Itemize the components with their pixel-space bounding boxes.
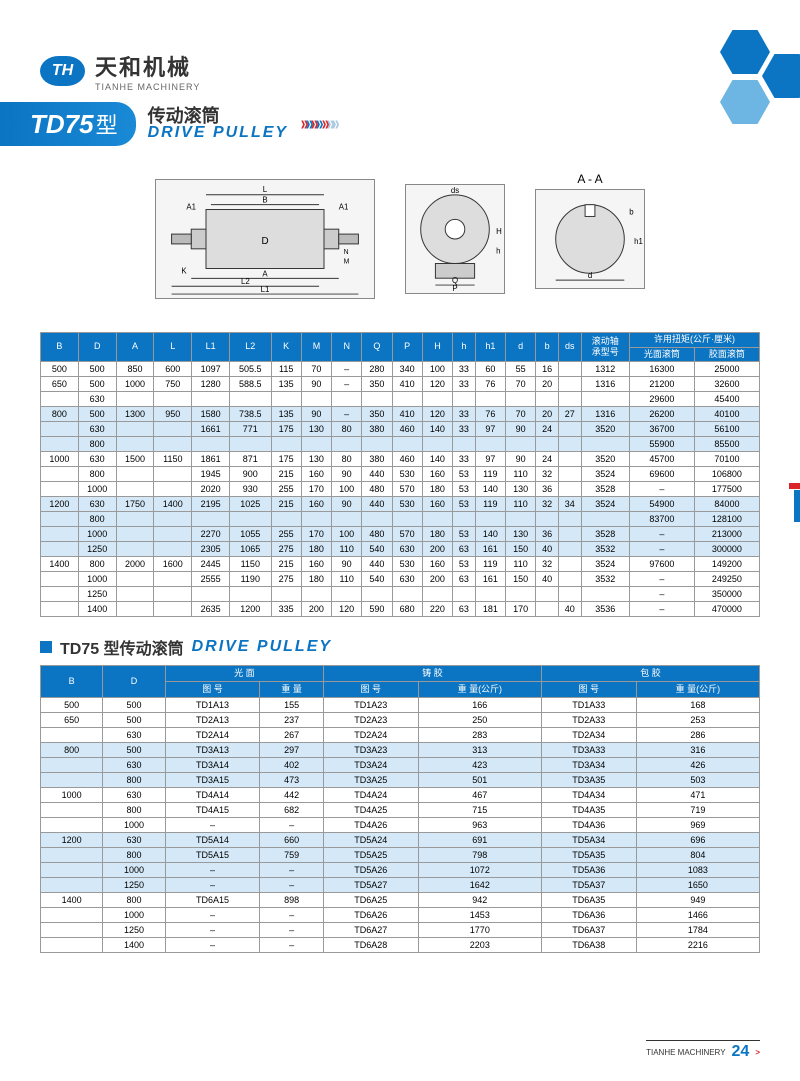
footer-page-number: 24 [732, 1043, 750, 1061]
square-bullet-icon [40, 641, 52, 653]
svg-text:M: M [344, 259, 350, 266]
svg-text:B: B [262, 196, 267, 205]
svg-text:A: A [262, 269, 268, 278]
svg-text:b: b [629, 208, 634, 217]
diagram-section-aa: A - A bh1d [535, 189, 645, 289]
svg-text:h: h [496, 247, 500, 256]
spec-table-2: BD光 面铸 胶包 胶图 号重 量图 号重 量(公斤)图 号重 量(公斤) 50… [40, 665, 760, 953]
title-xing: 型 [96, 113, 118, 138]
svg-text:h1: h1 [634, 237, 643, 246]
footer-company: TIANHE MACHINERY [646, 1048, 725, 1057]
footer-arrow-icon: > [755, 1048, 760, 1057]
logo-en: TIANHE MACHINERY [95, 82, 200, 92]
svg-text:A1: A1 [339, 203, 349, 212]
svg-text:N: N [344, 249, 349, 256]
svg-text:L2: L2 [241, 277, 250, 286]
title-cn: 传动滚筒 [148, 107, 288, 125]
section-2-header: TD75 型传动滚筒 DRIVE PULLEY [40, 635, 760, 659]
page-footer: TIANHE MACHINERY 24 > [646, 1040, 760, 1061]
title-bar: TD75型 传动滚筒 DRIVE PULLEY »»»»»»» [40, 102, 760, 146]
side-accent-blue [794, 490, 800, 522]
diagram-front: LB A1 A1 D A K L2 L1 NM [155, 179, 375, 299]
svg-text:L: L [263, 185, 268, 194]
logo-cn: 天和机械 [95, 50, 200, 82]
svg-text:ds: ds [451, 186, 459, 195]
svg-text:d: d [588, 271, 592, 280]
side-accent-red [789, 483, 800, 489]
svg-text:H: H [496, 227, 502, 236]
svg-text:L1: L1 [261, 285, 270, 294]
section2-cn: TD75 型传动滚筒 [60, 635, 184, 659]
logo-row: TH 天和机械 TIANHE MACHINERY [40, 50, 760, 92]
svg-text:D: D [261, 236, 268, 247]
title-en: DRIVE PULLEY [148, 125, 288, 141]
diagram-aa-label: A - A [577, 172, 602, 186]
chevron-decoration: »»»»»»» [300, 113, 336, 136]
diagram-area: LBA1A1DAKL2L1NM dsHhQP A - A bh1d [40, 154, 760, 324]
title-code: TD75 [30, 109, 94, 139]
logo-badge: TH [40, 56, 85, 86]
spec-table-1: BDALL1L2KMNQPHhh1dbds滚动轴承型号许用扭矩(公斤·厘米)光面… [40, 332, 760, 617]
svg-text:P: P [452, 284, 457, 293]
diagram-side: dsHhQP [405, 184, 505, 294]
section2-en: DRIVE PULLEY [192, 638, 332, 656]
svg-text:K: K [181, 266, 187, 275]
svg-text:A1: A1 [186, 203, 196, 212]
